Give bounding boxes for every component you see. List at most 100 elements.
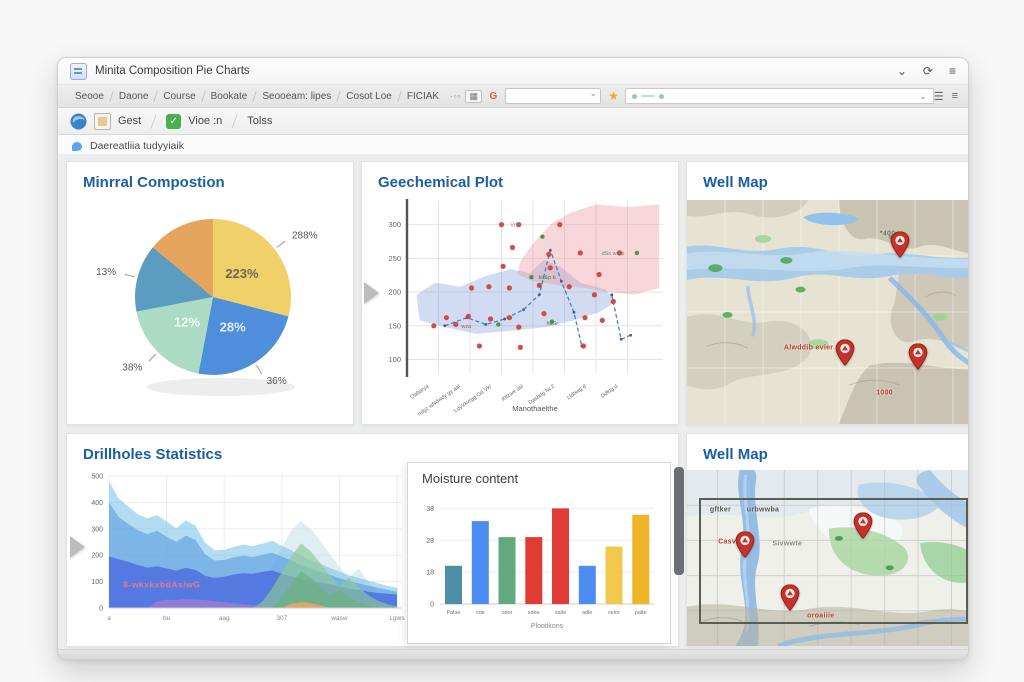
g-search-icon[interactable]: G [489, 90, 498, 102]
svg-text:bu: bu [163, 615, 171, 622]
svg-text:200: 200 [388, 288, 401, 297]
svg-text:hdSr: hdSr [546, 321, 558, 327]
map-label: 1000 [876, 389, 893, 397]
card-well-map-bottom: Well Map [686, 433, 968, 647]
card-title: Minrral Compostion [83, 174, 225, 191]
menu-item[interactable]: Seooe [75, 90, 104, 102]
menu-item[interactable]: Bookate [210, 90, 248, 102]
app-icon [70, 62, 87, 80]
hamburger-icon[interactable]: ≡ [948, 64, 956, 78]
svg-text:13%: 13% [96, 267, 116, 278]
map-pin[interactable] [780, 584, 800, 612]
svg-text:307: 307 [276, 615, 287, 622]
bar [632, 514, 650, 605]
bookmark-star-icon[interactable]: ★ [608, 89, 619, 103]
refresh-icon[interactable]: ⟳ [922, 64, 933, 78]
svg-text:36%: 36% [267, 376, 287, 387]
area-chart: 0 100 200 300 400 500 a bu aag 307 wasw Lgws 8-wkxkx… [91, 474, 405, 623]
title-bar: Minita Composition Pie Charts ⌄ ⟳ ≡ [58, 58, 968, 84]
chevron-down-icon[interactable]: ⌄ [919, 90, 927, 101]
check-icon[interactable]: ✓ [166, 113, 182, 129]
browser-logo-icon[interactable] [70, 113, 87, 130]
bar [471, 521, 489, 604]
svg-text:salte: salte [555, 610, 567, 616]
well-map[interactable]: CasvaiiasSivwwteoroaiiiegftkerurbwwba [687, 470, 968, 646]
toolbar-item[interactable]: Tolss [247, 115, 273, 127]
map-selection-rect[interactable] [699, 498, 968, 624]
svg-text:28%: 28% [220, 319, 246, 334]
menu-item[interactable]: Seooeam: lipes [262, 90, 332, 102]
svg-text:kd&p b: kd&p b [539, 275, 556, 281]
moisture-content-panel: Moisture content 0 18 28 38 Palae ode odor sdee… [407, 462, 684, 644]
chevron-down-icon[interactable]: ⌄ [896, 64, 907, 78]
svg-text:288%: 288% [292, 230, 318, 241]
map-label: Alwddib evier [783, 344, 834, 352]
card-mineral-composition: Minrral Compostion 223% 288% 28% 36% 12% 38% 1… [66, 161, 354, 425]
map-pin[interactable] [908, 343, 928, 371]
svg-text:500: 500 [91, 474, 103, 481]
search-hint-mark [640, 95, 655, 97]
bookmark-favicon-icon [72, 141, 82, 151]
svg-text:selor: selor [608, 610, 620, 616]
svg-text:150: 150 [388, 321, 401, 330]
menu-item[interactable]: Cosot Loe [346, 90, 392, 102]
menu-item[interactable]: FICIAK [406, 90, 440, 102]
well-map[interactable]: Alwddib evier *400 1000 [687, 200, 968, 424]
carousel-arrow[interactable] [364, 282, 379, 304]
window-title: Minita Composition Pie Charts [95, 65, 250, 77]
map-pin[interactable] [853, 512, 873, 539]
grid-view-icon[interactable]: ≡ [951, 90, 958, 102]
map-label: oroaiiie [807, 612, 835, 620]
svg-text:ode: ode [476, 610, 485, 616]
svg-text:28: 28 [426, 538, 434, 545]
card-well-map-top: Well Map [686, 161, 968, 425]
carousel-arrow[interactable] [70, 536, 85, 558]
status-dot-icon [658, 93, 664, 99]
toolbar-item[interactable]: Gest [118, 115, 142, 127]
svg-text:VdS: VdS [510, 223, 521, 229]
map-pin[interactable] [890, 231, 910, 259]
svg-text:38%: 38% [122, 362, 142, 373]
card-title: Well Map [703, 174, 768, 191]
svg-text:300: 300 [388, 220, 401, 229]
toolbar-box-icon[interactable]: ▦ [465, 89, 482, 103]
pie-slice [213, 219, 291, 317]
map-label: Sivwwte [772, 540, 803, 548]
pie-slice [136, 297, 213, 374]
svg-text:Klfzwe asl: Klfzwe asl [501, 384, 525, 403]
page-icon[interactable] [94, 112, 111, 130]
svg-text:300: 300 [91, 526, 103, 533]
toolbar-icon-cluster[interactable]: ·▫▫ [450, 91, 462, 101]
search-input[interactable]: ⌄ [624, 88, 934, 104]
svg-text:wasw: wasw [330, 615, 348, 622]
list-view-icon[interactable]: ☰ [933, 90, 944, 103]
svg-text:100: 100 [388, 355, 401, 364]
svg-text:wza: wza [460, 324, 472, 330]
bar [445, 565, 462, 605]
bar [578, 565, 596, 605]
map-pin[interactable] [735, 531, 755, 559]
pie-chart: 223% 288% 28% 36% 12% 38% 13% [96, 219, 318, 396]
toolbar-item[interactable]: Vioe :n [188, 115, 223, 127]
scrollbar[interactable] [674, 467, 684, 575]
svg-text:0: 0 [99, 606, 103, 613]
svg-text:38: 38 [426, 506, 434, 513]
menu-items: Seooe Daone Course Bookate Seooeam: lipes Cos… [68, 91, 446, 102]
bar-chart: 0 18 28 38 Palae ode odor sdee salte adie selor pal… [426, 506, 654, 630]
svg-text:Lldbwg d: Lldbwg d [566, 384, 587, 402]
svg-text:Lgws: Lgws [389, 615, 405, 622]
svg-text:Manothaelthe: Manothaelthe [512, 404, 557, 413]
bookmark-item[interactable]: Daereatliia tudyyiaik [90, 140, 184, 152]
menu-item[interactable]: Daone [118, 90, 149, 102]
scatter-chart: 300 250 200 150 100 VdS dSs wrap kd&p b hdSr wza O… [388, 199, 663, 417]
svg-text:400: 400 [91, 500, 103, 507]
url-combo[interactable] [504, 88, 602, 104]
map-pin[interactable] [835, 338, 855, 366]
svg-text:250: 250 [388, 254, 401, 263]
browser-window: Minita Composition Pie Charts ⌄ ⟳ ≡ Seoo… [57, 57, 969, 660]
menu-item[interactable]: Course [163, 90, 196, 102]
svg-text:0: 0 [430, 602, 434, 609]
svg-text:Dasbdg fw 2: Dasbdg fw 2 [528, 384, 556, 406]
card-title: Geechemical Plot [378, 174, 504, 191]
svg-text:sdee: sdee [528, 610, 540, 616]
